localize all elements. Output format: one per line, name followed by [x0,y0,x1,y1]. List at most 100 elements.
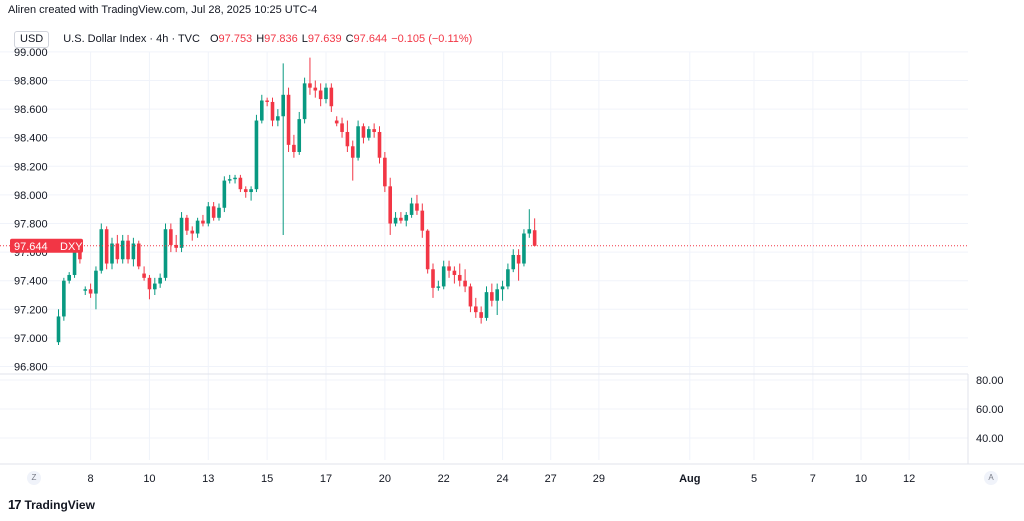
candle-body[interactable] [468,286,473,307]
candle-body[interactable] [201,220,205,224]
tradingview-brand: TradingView [24,497,95,512]
candle-body[interactable] [56,316,61,343]
candle-body[interactable] [131,243,136,260]
candle-body[interactable] [313,87,318,91]
candle-body[interactable] [302,83,307,120]
candle-body[interactable] [383,157,387,187]
candle-body[interactable] [126,240,130,260]
candle-body[interactable] [260,100,264,121]
candle-body[interactable] [474,306,478,313]
candle-body[interactable] [233,177,237,180]
candle-body[interactable] [67,274,71,281]
candle-body[interactable] [329,87,334,107]
candle-body[interactable] [324,87,328,100]
candle-body[interactable] [350,146,355,158]
candle-body[interactable] [281,94,285,117]
candle-body[interactable] [447,266,451,271]
candle-body[interactable] [297,119,302,152]
candle-body[interactable] [163,229,168,278]
candle-body[interactable] [415,203,419,211]
candle-body[interactable] [436,286,441,288]
candle-body[interactable] [318,90,323,100]
candle-body[interactable] [308,83,312,88]
candle-body[interactable] [190,230,195,234]
candle-body[interactable] [495,289,499,301]
candle-body[interactable] [340,123,344,132]
candle-body[interactable] [142,273,146,278]
candle-body[interactable] [500,286,505,290]
candle-body[interactable] [88,289,93,294]
candle-body[interactable] [484,292,489,318]
currency-badge[interactable]: USD [14,30,50,48]
candle-body[interactable] [463,280,467,287]
candle-body[interactable] [99,229,104,271]
candle-body[interactable] [276,116,280,121]
candle-body[interactable] [372,129,376,132]
candle-body[interactable] [211,206,216,218]
candle-body[interactable] [522,233,526,264]
candle-body[interactable] [409,203,414,215]
auto-scale-button[interactable]: A [984,471,998,485]
candle-body[interactable] [334,120,339,124]
candle-body[interactable] [527,229,532,234]
candle-body[interactable] [479,312,483,318]
candle-body[interactable] [136,243,141,267]
candle-body[interactable] [195,220,200,234]
candle-body[interactable] [104,229,109,264]
candle-body[interactable] [217,207,221,218]
candle-body[interactable] [153,283,157,290]
candle-body[interactable] [78,252,82,260]
candle-body[interactable] [249,189,253,193]
candle-body[interactable] [420,210,425,231]
candle-body[interactable] [425,230,430,270]
candle-body[interactable] [206,206,211,224]
candle-body[interactable] [62,280,66,317]
candle-body[interactable] [506,269,510,287]
candle-body[interactable] [72,252,77,275]
candle-body[interactable] [120,240,125,260]
candle-body[interactable] [147,277,152,290]
candle-body[interactable] [345,131,350,147]
candle-body[interactable] [265,100,269,102]
open-value: 97.753 [218,33,253,45]
candle-body[interactable] [356,126,360,158]
candle-body[interactable] [511,254,516,270]
candle-body[interactable] [532,230,537,246]
candle-body[interactable] [377,131,382,158]
tradingview-logo-icon: 17 [8,497,22,512]
candle-body[interactable] [361,126,366,138]
candle-body[interactable] [94,270,98,294]
candle-body[interactable] [243,189,248,193]
candle-body[interactable] [457,274,462,281]
price-tick-label: 97.000 [14,333,48,345]
candle-body[interactable] [169,229,173,245]
candle-body[interactable] [270,101,275,121]
candle-body[interactable] [158,277,162,284]
candle-body[interactable] [222,180,227,208]
candle-body[interactable] [404,214,409,221]
candle-body[interactable] [254,120,259,190]
candle-body[interactable] [388,186,392,224]
candle-body[interactable] [490,292,494,301]
candle-body[interactable] [452,270,457,275]
zoom-scale-button[interactable]: Z [27,471,41,485]
attribution-text: Aliren created with TradingView.com, Jul… [8,4,318,16]
candle-body[interactable] [367,129,371,138]
candle-body[interactable] [83,289,88,291]
candle-body[interactable] [399,217,403,221]
candle-body[interactable] [441,266,446,287]
candle-body[interactable] [174,244,178,248]
candle-body[interactable] [185,217,189,231]
candle-body[interactable] [292,144,296,152]
symbol-title[interactable]: U.S. Dollar Index · 4h · TVC [63,33,200,45]
candle-body[interactable] [431,269,435,288]
candle-body[interactable] [227,179,232,181]
candle-body[interactable] [110,243,114,264]
candle-body[interactable] [115,243,120,260]
candle-body[interactable] [286,94,291,145]
candle-body[interactable] [179,217,184,248]
candle-body[interactable] [516,254,521,264]
candle-body[interactable] [238,177,243,190]
candle-body[interactable] [393,217,398,224]
